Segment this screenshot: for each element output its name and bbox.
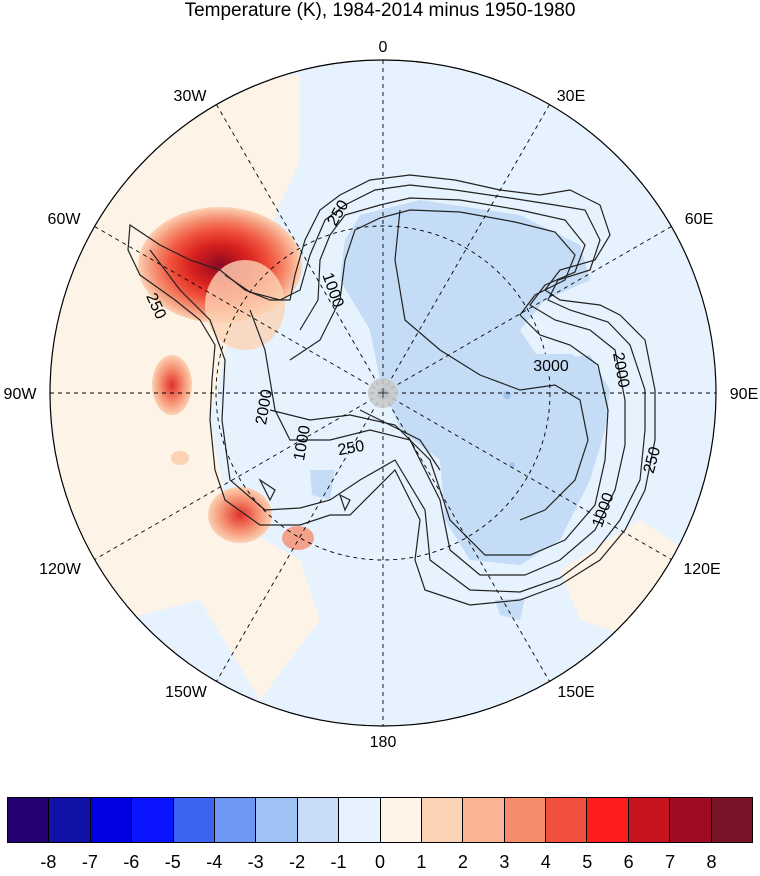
colorbar-swatch <box>49 798 91 842</box>
contour-label: 1000 <box>291 424 314 462</box>
colorbar-swatch <box>587 798 629 842</box>
coastline <box>127 174 656 606</box>
lon-label-90w: 90W <box>4 386 38 403</box>
lon-label-90e: 90E <box>730 386 758 403</box>
colorbar-tick-label: 5 <box>582 852 593 872</box>
lon-label-120w: 120W <box>39 561 82 578</box>
lon-label-150w: 150W <box>165 684 208 701</box>
colorbar-swatch <box>546 798 588 842</box>
colorbar-tick-label: 0 <box>374 852 385 872</box>
map-boundary <box>49 59 717 727</box>
colorbar-swatch <box>8 798 50 842</box>
contour-3000 <box>394 209 589 521</box>
graticule <box>50 60 716 726</box>
colorbar-tick-label: 1 <box>416 852 427 872</box>
map-title: Temperature (K), 1984-2014 minus 1950-19… <box>184 0 576 21</box>
colorbar-tick-label: -6 <box>123 852 140 872</box>
colorbar-swatch <box>711 798 753 842</box>
colorbar-tick-label: -4 <box>206 852 223 872</box>
colorbar-swatch <box>339 798 381 842</box>
polar-temperature-map: 250 1000 3000 2000 250 1000 250 1000 200… <box>4 39 759 751</box>
colorbar-tick-label: -8 <box>40 852 57 872</box>
colorbar-tick-label: -2 <box>289 852 306 872</box>
colorbar-swatch <box>90 798 133 842</box>
colorbar-tick-label: 7 <box>665 852 676 872</box>
longitude-labels: 0 30E 60E 90E 120E 150E 180 150W 120W 90… <box>4 39 759 751</box>
lon-label-180: 180 <box>370 734 397 751</box>
contour-labels: 250 1000 3000 2000 250 1000 250 1000 200… <box>142 197 664 529</box>
colorbar-swatch <box>504 798 547 842</box>
colorbar-tick-label: -5 <box>164 852 181 872</box>
contour-250 <box>149 184 646 593</box>
contour-label: 250 <box>336 438 365 459</box>
colorbar-swatch <box>421 798 464 842</box>
colorbar-tick-label: 4 <box>540 852 551 872</box>
lon-label-150e: 150E <box>557 684 594 701</box>
contour-label: 250 <box>641 445 664 475</box>
colorbar-swatch <box>628 798 671 842</box>
lon-label-60w: 60W <box>48 211 82 228</box>
colorbar-swatch <box>256 798 298 842</box>
contour-label: 2000 <box>253 388 276 426</box>
colorbar-tick-label: -3 <box>247 852 264 872</box>
colorbar-swatch <box>670 798 712 842</box>
colorbar-tick-label: 8 <box>706 852 717 872</box>
colorbar-swatch <box>214 798 257 842</box>
colorbar-swatch <box>463 798 505 842</box>
colorbar-tick-label: -1 <box>330 852 347 872</box>
contour-1000 <box>249 197 626 576</box>
colorbar-swatch <box>297 798 340 842</box>
lon-label-30e: 30E <box>557 88 585 105</box>
colorbar-swatch <box>173 798 215 842</box>
colorbar-swatch <box>380 798 422 842</box>
colorbar-tick-label: -7 <box>81 852 98 872</box>
colorbar-swatch <box>132 798 174 842</box>
lon-label-0: 0 <box>379 39 388 56</box>
contour-label: 3000 <box>533 358 569 375</box>
colorbar-tick-label: 3 <box>499 852 510 872</box>
colorbar <box>7 797 753 843</box>
colorbar-tick-label: 6 <box>623 852 634 872</box>
contour-2000 <box>269 209 609 556</box>
lon-label-30w: 30W <box>174 88 208 105</box>
colorbar-labels: -8 -7 -6 -5 -4 -3 -2 -1 0 1 2 3 4 5 6 7 8 <box>7 852 753 874</box>
elevation-contours <box>127 174 656 606</box>
lon-label-60e: 60E <box>685 211 713 228</box>
colorbar-tick-label: 2 <box>457 852 468 872</box>
contour-label: 2000 <box>609 351 632 389</box>
lon-label-120e: 120E <box>683 561 720 578</box>
